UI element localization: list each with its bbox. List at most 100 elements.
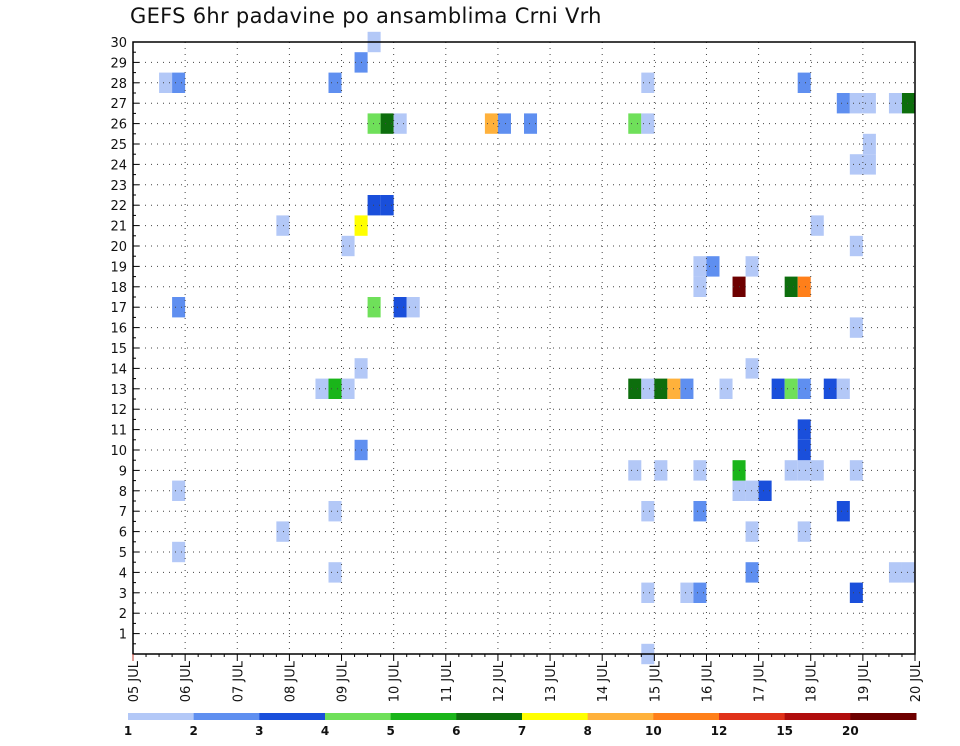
x-axis: 05 JUL 06 JUL 07 JUL 08 JUL 09 JUL 10 JUL 11 J…	[127, 654, 924, 702]
heatmap-cell	[693, 256, 707, 277]
y-tick-label: 21	[110, 220, 127, 235]
colorbar-swatch	[719, 713, 786, 720]
heatmap-cell	[406, 297, 420, 318]
y-tick-label: 12	[110, 403, 127, 418]
heatmap-cell	[315, 378, 329, 399]
colorbar-label: 12	[711, 724, 728, 738]
y-tick-label: 3	[119, 587, 127, 602]
y-tick-label: 28	[110, 77, 127, 92]
y-tick-label: 13	[110, 383, 127, 398]
heatmap-cell	[328, 72, 342, 93]
y-tick-label: 10	[110, 444, 127, 459]
heatmap-cell	[771, 378, 785, 399]
y-tick-label: 17	[110, 301, 127, 316]
heatmap-cell	[484, 113, 498, 134]
colorbar-label: 2	[189, 724, 197, 738]
heatmap-cell	[328, 562, 342, 583]
y-tick-label: 27	[110, 97, 127, 112]
heatmap-cell	[862, 93, 876, 114]
heatmap-cell	[641, 378, 655, 399]
heatmap-cell	[628, 113, 642, 134]
heatmap-cell	[654, 460, 668, 481]
x-tick-label: 12 JUL	[492, 660, 507, 702]
heatmap-cell	[836, 501, 850, 522]
cells-layer	[159, 31, 915, 665]
heatmap-cell	[524, 113, 538, 134]
heatmap-cell	[862, 154, 876, 175]
colorbar-label: 4	[321, 724, 329, 738]
y-tick-label: 15	[110, 342, 127, 357]
y-tick-label: 18	[110, 281, 127, 296]
chart-title: GEFS 6hr padavine po ansamblima Crni Vrh	[130, 4, 602, 28]
x-tick-label: 20 JUL	[909, 660, 924, 702]
heatmap-cell	[693, 276, 707, 297]
heatmap-cell	[367, 297, 381, 318]
heatmap-cell	[784, 276, 798, 297]
colorbar-swatch	[784, 713, 851, 720]
heatmap-cell	[159, 72, 173, 93]
colorbar-swatch	[587, 713, 654, 720]
heatmap-cell	[693, 501, 707, 522]
x-tick-label: 19 JUL	[857, 660, 872, 702]
heatmap-cell	[745, 358, 759, 379]
colorbar: 1 2 3 4 5 6 7 8 10 12 15 20	[124, 713, 917, 738]
y-tick-label: 29	[110, 56, 127, 71]
y-tick-label: 14	[110, 362, 127, 377]
y-tick-label: 16	[110, 322, 127, 337]
heatmap-cell	[693, 582, 707, 603]
x-tick-label: 05 JUL	[127, 660, 142, 702]
heatmap-cell	[328, 501, 342, 522]
y-tick-label: 9	[119, 464, 127, 479]
heatmap-cell	[849, 235, 863, 257]
heatmap-cell	[641, 72, 655, 93]
y-tick-label: 8	[119, 485, 127, 500]
heatmap-cell	[849, 154, 863, 175]
heatmap-cell	[328, 378, 342, 399]
heatmap-cell	[380, 113, 394, 134]
heatmap-cell	[693, 460, 707, 481]
heatmap-cell	[797, 521, 811, 542]
heatmap-cell	[797, 419, 811, 440]
colorbar-swatch	[653, 713, 720, 720]
heatmap-cell	[367, 113, 381, 134]
heatmap-cell	[641, 113, 655, 134]
y-tick-label: 1	[119, 628, 127, 643]
x-tick-label: 17 JUL	[753, 660, 768, 702]
heatmap-cell	[680, 582, 694, 603]
heatmap-cell	[497, 113, 511, 134]
y-tick-label: 6	[119, 526, 127, 541]
y-tick-label: 25	[110, 138, 127, 153]
heatmap-cell	[680, 378, 694, 399]
heatmap-cell	[745, 521, 759, 542]
heatmap-cell	[797, 460, 811, 481]
heatmap-cell	[901, 93, 915, 114]
colorbar-swatch	[259, 713, 326, 720]
heatmap-cell	[797, 72, 811, 93]
heatmap-cell	[849, 93, 863, 114]
heatmap-cell	[836, 378, 850, 399]
x-tick-label: 15 JUL	[648, 660, 663, 702]
x-tick-label: 10 JUL	[388, 660, 403, 702]
y-tick-label: 4	[119, 566, 127, 581]
heatmap-cell	[849, 460, 863, 481]
heatmap-cell	[172, 297, 186, 318]
heatmap-cell	[367, 195, 381, 216]
heatmap-cell	[172, 72, 186, 93]
x-tick-label: 14 JUL	[596, 660, 611, 702]
y-tick-label: 24	[110, 158, 127, 173]
colorbar-label: 20	[842, 724, 859, 738]
heatmap-cell	[654, 378, 668, 399]
heatmap-cell	[745, 480, 759, 501]
colorbar-label: 6	[452, 724, 460, 738]
y-tick-label: 26	[110, 118, 127, 133]
heatmap-cell	[341, 235, 355, 257]
colorbar-label: 7	[518, 724, 526, 738]
heatmap-cell	[641, 582, 655, 603]
heatmap-cell	[172, 480, 186, 501]
heatmap-cell	[797, 378, 811, 399]
colorbar-swatch	[390, 713, 457, 720]
y-tick-label: 23	[110, 179, 127, 194]
heatmap-cell	[341, 378, 355, 399]
x-tick-label: 16 JUL	[700, 660, 715, 702]
